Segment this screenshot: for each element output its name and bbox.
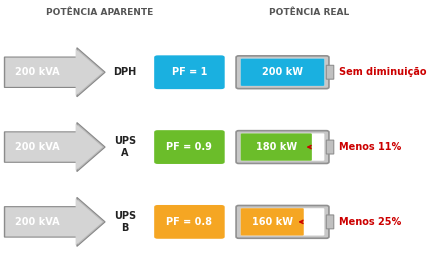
FancyBboxPatch shape [326,140,334,154]
Text: Sem diminuição: Sem diminuição [339,67,427,77]
FancyBboxPatch shape [236,205,329,238]
FancyBboxPatch shape [240,59,324,86]
Text: POTÊNCIA REAL: POTÊNCIA REAL [269,8,350,17]
FancyBboxPatch shape [154,205,225,239]
Text: 200 kVA: 200 kVA [15,142,60,152]
Text: PF = 1: PF = 1 [172,67,207,77]
Text: DPH: DPH [113,67,137,77]
Text: UPS
A: UPS A [114,136,136,158]
FancyBboxPatch shape [240,208,304,236]
FancyBboxPatch shape [154,55,225,89]
FancyBboxPatch shape [236,56,329,89]
Text: 200 kW: 200 kW [262,67,303,77]
FancyBboxPatch shape [240,133,312,161]
Text: POTÊNCIA APARENTE: POTÊNCIA APARENTE [46,8,153,17]
Text: 200 kVA: 200 kVA [15,67,60,77]
FancyBboxPatch shape [240,133,324,161]
FancyBboxPatch shape [326,65,334,79]
FancyBboxPatch shape [240,208,324,236]
Text: 200 kVA: 200 kVA [15,217,60,227]
Text: Menos 25%: Menos 25% [339,217,402,227]
Text: Menos 11%: Menos 11% [339,142,402,152]
Text: PF = 0.9: PF = 0.9 [166,142,212,152]
Polygon shape [6,199,102,245]
Polygon shape [4,123,105,172]
Polygon shape [4,48,105,97]
FancyBboxPatch shape [326,215,334,229]
FancyBboxPatch shape [240,59,324,86]
Text: PF = 0.8: PF = 0.8 [166,217,212,227]
Text: UPS
B: UPS B [114,211,136,233]
Polygon shape [6,124,102,171]
Polygon shape [4,197,105,246]
FancyBboxPatch shape [154,130,225,164]
Text: 180 kW: 180 kW [256,142,297,152]
FancyBboxPatch shape [236,131,329,164]
Polygon shape [6,49,102,96]
Text: 160 kW: 160 kW [252,217,293,227]
